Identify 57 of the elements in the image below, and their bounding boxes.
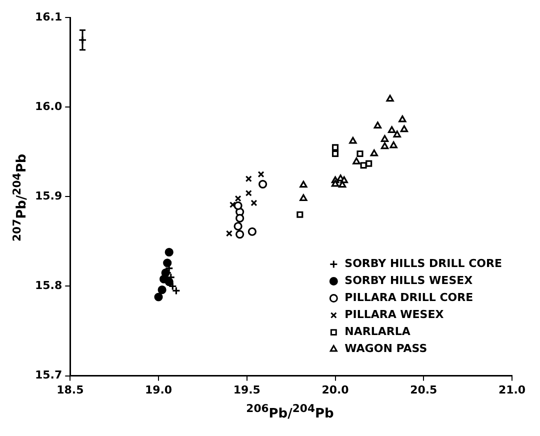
- point: [158, 286, 166, 294]
- point: [380, 142, 389, 150]
- x-tick-label: 21.0: [498, 383, 526, 396]
- point: [78, 36, 87, 44]
- point: [236, 214, 244, 222]
- legend-label: PILLARA WESEX: [344, 308, 444, 322]
- point: [380, 135, 389, 142]
- point: [154, 292, 163, 302]
- point: [234, 195, 242, 202]
- point: [245, 176, 252, 182]
- point: [236, 230, 244, 239]
- point: [296, 211, 304, 218]
- y-tick-label: 16.0: [35, 100, 62, 114]
- legend-label: SORBY HILLS WESEX: [344, 274, 474, 288]
- point: [163, 258, 172, 268]
- x-tick-label: 19.0: [144, 383, 172, 396]
- point: [234, 222, 242, 231]
- point: [356, 150, 364, 157]
- x-tick-label: 18.5: [56, 383, 84, 396]
- point: [300, 194, 308, 202]
- point: [300, 180, 308, 188]
- point: [248, 227, 256, 236]
- point: [332, 144, 339, 151]
- point: [258, 171, 264, 178]
- point: [226, 230, 232, 237]
- point: [370, 149, 378, 156]
- legend-label: NARLARLA: [344, 325, 411, 338]
- point: [390, 141, 398, 148]
- point: [258, 180, 268, 188]
- y-tick-label: 16.1: [35, 10, 62, 24]
- point: [349, 136, 357, 144]
- point: [250, 200, 258, 206]
- point: [338, 180, 346, 188]
- legend-label: PILLARA DRILL CORE: [344, 291, 474, 304]
- point: [332, 150, 339, 157]
- point: [393, 130, 401, 138]
- point: [352, 157, 360, 164]
- legend-label: SORBY HILLS DRILL CORE: [344, 257, 502, 270]
- point: [234, 201, 242, 210]
- x-tick-label: 20.5: [410, 383, 438, 396]
- x-tick-label: 20.0: [322, 383, 350, 396]
- point: [331, 180, 340, 187]
- legend-label: WAGON PASS: [344, 342, 428, 356]
- point: [374, 122, 382, 129]
- point: [164, 248, 174, 257]
- point: [400, 125, 408, 132]
- y-tick-label: 15.8: [35, 279, 62, 292]
- point: [398, 115, 406, 122]
- y-tick-label: 15.9: [35, 190, 62, 203]
- y-tick-label: 15.7: [35, 368, 62, 382]
- x-axis-title: $^{206}$Pb/$^{204}$Pb: [245, 402, 335, 422]
- point: [388, 126, 396, 133]
- x-tick-label: 19.5: [233, 383, 260, 396]
- point: [366, 160, 372, 167]
- point: [245, 190, 252, 196]
- point: [229, 201, 236, 208]
- point: [386, 94, 394, 102]
